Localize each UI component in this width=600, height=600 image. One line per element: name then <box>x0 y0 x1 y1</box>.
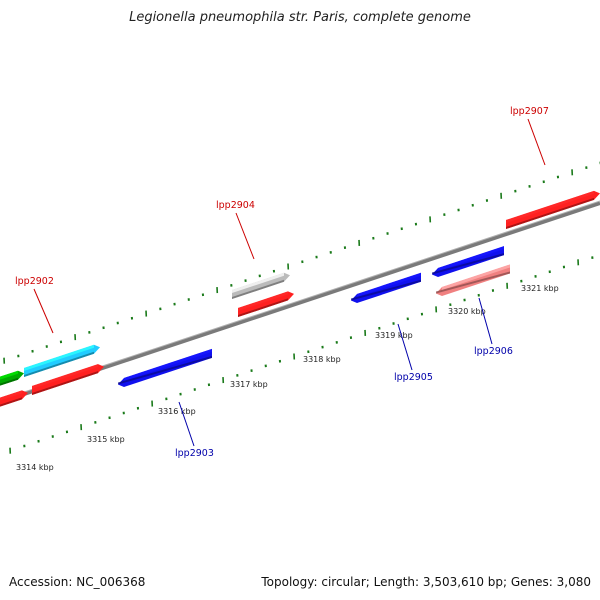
gene-labels: lpp2902 lpp2904 lpp2907 lpp2903 lpp2905 lpp29… <box>15 106 549 459</box>
gene-arrow[interactable] <box>432 246 504 278</box>
scale-label: 3319 kbp <box>375 331 413 340</box>
gene-arrow[interactable] <box>436 264 510 297</box>
gene-arrow[interactable] <box>0 390 28 410</box>
scale-label: 3318 kbp <box>303 355 341 364</box>
gene-arrow[interactable] <box>238 291 294 317</box>
gene-leader-line <box>178 401 195 447</box>
gene-arrow[interactable] <box>118 348 212 388</box>
scale-label: 3316 kbp <box>158 407 196 416</box>
gene-leader-line <box>397 323 413 371</box>
gene-features <box>0 190 600 410</box>
accession-text: Accession: NC_006368 <box>9 575 146 589</box>
gene-label[interactable]: lpp2905 <box>394 372 433 383</box>
tick-row-upper <box>3 161 600 364</box>
gene-label[interactable]: lpp2904 <box>216 200 255 211</box>
gene-arrow[interactable] <box>506 190 600 229</box>
scale-label: 3317 kbp <box>230 380 268 389</box>
gene-arrow[interactable] <box>232 272 290 299</box>
gene-arrow[interactable] <box>0 370 24 389</box>
gene-label[interactable]: lpp2902 <box>15 276 54 287</box>
scale-label: 3314 kbp <box>16 463 54 472</box>
gene-leader-line <box>478 297 493 345</box>
gene-label[interactable]: lpp2903 <box>175 448 214 459</box>
gene-label[interactable]: lpp2907 <box>510 106 549 117</box>
gene-leader-line <box>33 288 54 334</box>
page-title: Legionella pneumophila str. Paris, compl… <box>129 10 471 25</box>
scale-label: 3320 kbp <box>448 307 486 316</box>
scale-labels: 3314 kbp 3315 kbp 3316 kbp 3317 kbp 3318 kbp… <box>16 284 559 472</box>
scale-label: 3321 kbp <box>521 284 559 293</box>
gene-arrow[interactable] <box>32 364 104 395</box>
gene-leader-line <box>235 212 255 260</box>
genome-summary-text: Topology: circular; Length: 3,503,610 bp… <box>261 575 591 589</box>
gene-label[interactable]: lpp2906 <box>474 346 513 357</box>
scale-label: 3315 kbp <box>87 435 125 444</box>
gene-leader-line <box>527 118 546 166</box>
tick-row-lower <box>9 256 594 454</box>
gene-arrow[interactable] <box>24 344 100 377</box>
gene-arrow[interactable] <box>351 272 421 304</box>
